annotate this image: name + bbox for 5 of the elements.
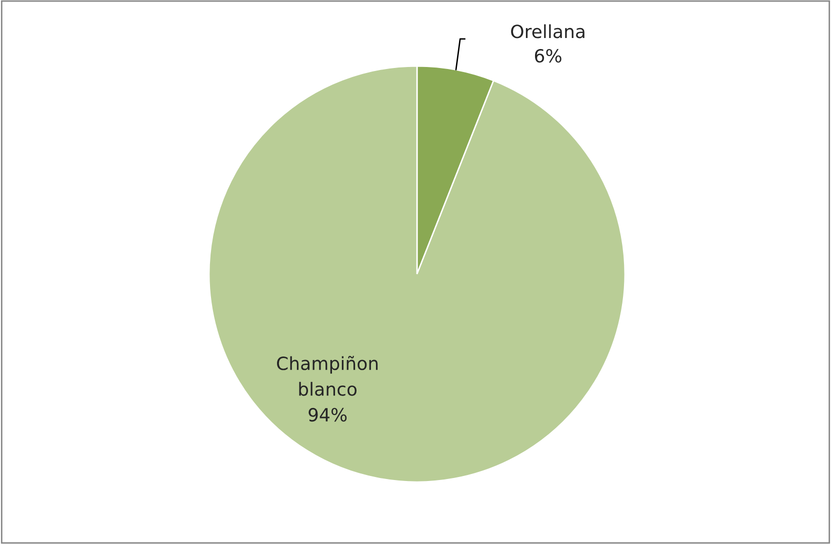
pie-slice bbox=[208, 65, 626, 483]
data-label: 6% bbox=[534, 48, 562, 63]
data-label: 94% bbox=[308, 408, 347, 422]
slice-label: Champiñon blanco bbox=[277, 356, 378, 396]
slice-label: Orellana bbox=[511, 24, 584, 38]
